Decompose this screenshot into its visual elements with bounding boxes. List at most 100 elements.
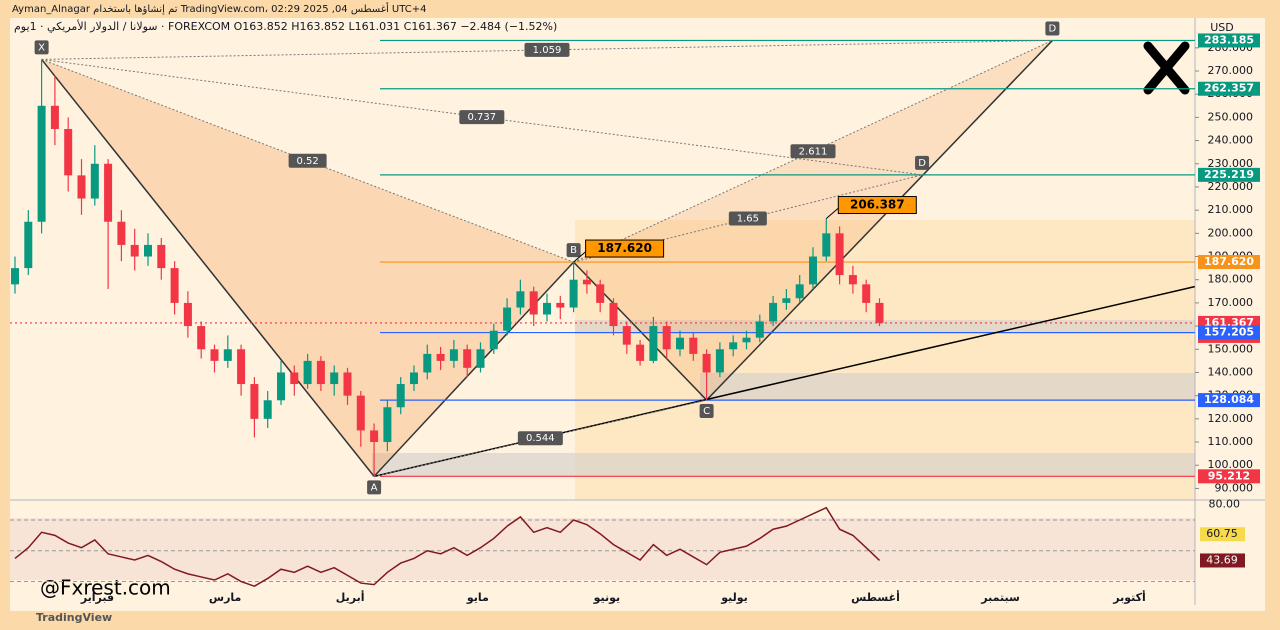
pattern-fill — [41, 59, 574, 477]
price-label-bg — [1198, 255, 1260, 270]
rsi-ma-label: 60.75 — [1206, 527, 1238, 540]
ratio-label: 0.737 — [468, 112, 497, 123]
candle-body — [569, 279, 578, 308]
x-tick-label: مارس — [209, 591, 241, 604]
candle-body — [37, 105, 46, 222]
rsi-tick-label: 80.00 — [1209, 498, 1241, 511]
point-bg — [915, 155, 930, 170]
point-label: D — [1049, 23, 1057, 34]
candle-body — [130, 244, 139, 257]
candle-body — [689, 337, 698, 354]
point-label: D — [918, 158, 926, 169]
ratio-bg — [288, 153, 327, 168]
x-tick-label: سبتمبر — [980, 591, 1020, 604]
price-label-bg — [1198, 167, 1260, 182]
candle-body — [875, 302, 884, 323]
candle-body — [396, 384, 405, 408]
ratio-bg — [524, 42, 570, 57]
ratio-bg — [728, 211, 767, 226]
candle-body — [157, 244, 166, 269]
y-tick-label: 140.000 — [1208, 365, 1254, 378]
price-label: 128.084 — [1204, 393, 1254, 406]
candle-body — [503, 307, 512, 331]
x-tick-label: فبراير — [80, 591, 114, 604]
candle-body — [343, 372, 352, 396]
y-tick-label: 200.000 — [1208, 226, 1254, 239]
candle-body — [210, 349, 219, 361]
callout-bg — [837, 196, 917, 215]
price-label: 187.620 — [1204, 255, 1254, 268]
candle-body — [848, 275, 857, 285]
price-label-bg — [1198, 33, 1260, 48]
candle-body — [769, 302, 778, 322]
candle-body — [782, 298, 791, 303]
candle-body — [423, 353, 432, 373]
pattern-leg — [373, 261, 575, 477]
point-label: B — [570, 245, 577, 256]
candle-body — [50, 105, 59, 129]
pattern-leg — [706, 39, 1053, 401]
point-label: C — [703, 406, 710, 417]
y-tick-label: 220.000 — [1208, 180, 1254, 193]
candle-body — [702, 353, 711, 373]
point-label: A — [371, 482, 378, 493]
y-tick-label: 240.000 — [1208, 134, 1254, 147]
y-tick-label: 90.000 — [1215, 481, 1254, 494]
point-bg — [566, 243, 581, 258]
candle-body — [410, 372, 418, 385]
zone — [372, 453, 1195, 477]
ratio-label: 1.65 — [737, 213, 759, 224]
candle-body — [529, 291, 538, 315]
pattern-leg — [41, 58, 375, 477]
x-tick-label: أبريل — [336, 590, 365, 604]
ratio-label: 2.611 — [799, 146, 828, 157]
ratio-label: 1.059 — [533, 45, 562, 56]
candle-body — [250, 384, 259, 419]
candle-body — [543, 302, 551, 315]
pattern-fill — [573, 40, 1053, 401]
candle-body — [77, 175, 86, 199]
candle-body — [715, 349, 724, 373]
point-bg — [367, 480, 382, 495]
rsi-last-bg — [1200, 553, 1245, 568]
y-tick-label: 230.000 — [1208, 157, 1254, 170]
candle-body — [290, 372, 299, 385]
y-tick-label: 210.000 — [1208, 203, 1254, 216]
y-tick-label: 110.000 — [1208, 435, 1254, 448]
candle-body — [356, 395, 365, 431]
y-tick-label: 150.000 — [1208, 342, 1254, 355]
price-label: 262.357 — [1204, 82, 1254, 95]
candle-body — [463, 349, 472, 368]
candle-body — [676, 337, 684, 350]
candle-body — [104, 163, 113, 222]
currency: USD — [1210, 21, 1234, 34]
candle-body — [223, 349, 232, 361]
logo — [1143, 41, 1190, 95]
point-bg — [699, 404, 714, 419]
ratio-label: 0.544 — [526, 433, 555, 444]
callout-label: 206.387 — [850, 198, 905, 212]
candle-body — [582, 279, 591, 285]
symbol-info: سولانا / الدولار الأمريكي · 1يوم · FOREX… — [14, 19, 557, 33]
candle-body — [795, 284, 804, 299]
candle-body — [144, 244, 152, 257]
y-tick-label: 100.000 — [1208, 458, 1254, 471]
callout-bg — [585, 239, 665, 258]
y-tick-label: 120.000 — [1208, 412, 1254, 425]
ratio-bg — [790, 144, 836, 159]
ratio-label: 0.52 — [296, 156, 318, 167]
point-label: X — [38, 42, 45, 53]
candle-body — [303, 360, 312, 385]
price-label: 225.219 — [1204, 168, 1254, 181]
candle-body — [556, 302, 565, 308]
ratio-bg — [517, 431, 563, 446]
candle-body — [862, 284, 871, 303]
candle-body — [117, 221, 126, 245]
candle-body — [489, 330, 498, 350]
price-label: 283.185 — [1204, 33, 1254, 46]
x-tick-label: يونيو — [593, 591, 621, 604]
candle-body — [476, 349, 485, 368]
rsi-ma-bg — [1200, 527, 1245, 542]
candle-body — [596, 284, 605, 303]
ratio-line — [373, 399, 707, 477]
